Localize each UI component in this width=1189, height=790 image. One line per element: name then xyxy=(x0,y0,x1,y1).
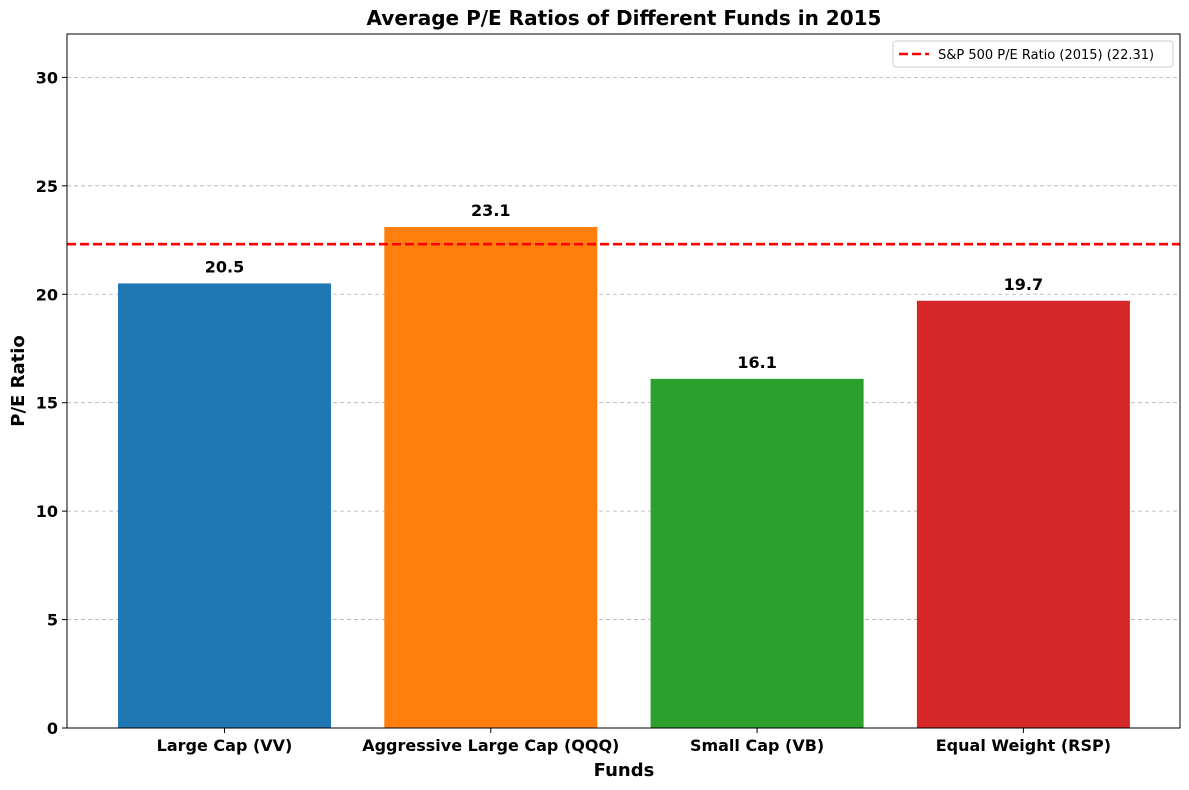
y-tick-label: 5 xyxy=(47,611,58,630)
y-tick-label: 20 xyxy=(36,285,58,304)
x-axis-label: Funds xyxy=(594,760,655,781)
y-tick-label: 10 xyxy=(36,502,58,521)
y-axis-ticks: 0 5 10 15 20 25 30 xyxy=(36,68,67,738)
x-tick-label: Equal Weight (RSP) xyxy=(936,736,1111,755)
bar xyxy=(118,283,331,728)
chart-title: Average P/E Ratios of Different Funds in… xyxy=(367,6,882,30)
x-tick-label: Aggressive Large Cap (QQQ) xyxy=(362,736,619,755)
x-tick-label: Large Cap (VV) xyxy=(157,736,293,755)
legend-label: S&P 500 P/E Ratio (2015) (22.31) xyxy=(938,48,1154,63)
y-tick-label: 30 xyxy=(36,68,58,87)
data-label: 16.1 xyxy=(737,353,776,372)
data-label: 23.1 xyxy=(471,201,510,220)
data-labels: 20.5 23.1 16.1 19.7 xyxy=(205,201,1043,372)
legend-box xyxy=(892,40,1174,68)
y-tick-label: 25 xyxy=(36,177,58,196)
y-tick-label: 0 xyxy=(47,719,58,738)
y-tick-label: 15 xyxy=(36,394,58,413)
bar xyxy=(916,300,1130,728)
bar xyxy=(650,378,864,728)
x-axis-ticks: Large Cap (VV) Aggressive Large Cap (QQQ)… xyxy=(157,728,1111,755)
y-axis-label: P/E Ratio xyxy=(8,335,29,426)
x-tick-label: Small Cap (VB) xyxy=(690,736,824,755)
data-label: 19.7 xyxy=(1004,275,1043,294)
bar xyxy=(384,227,598,729)
plot-frame xyxy=(66,33,1181,729)
legend: S&P 500 P/E Ratio (2015) (22.31) xyxy=(892,40,1174,68)
bars xyxy=(118,227,1130,729)
data-label: 20.5 xyxy=(205,257,244,276)
